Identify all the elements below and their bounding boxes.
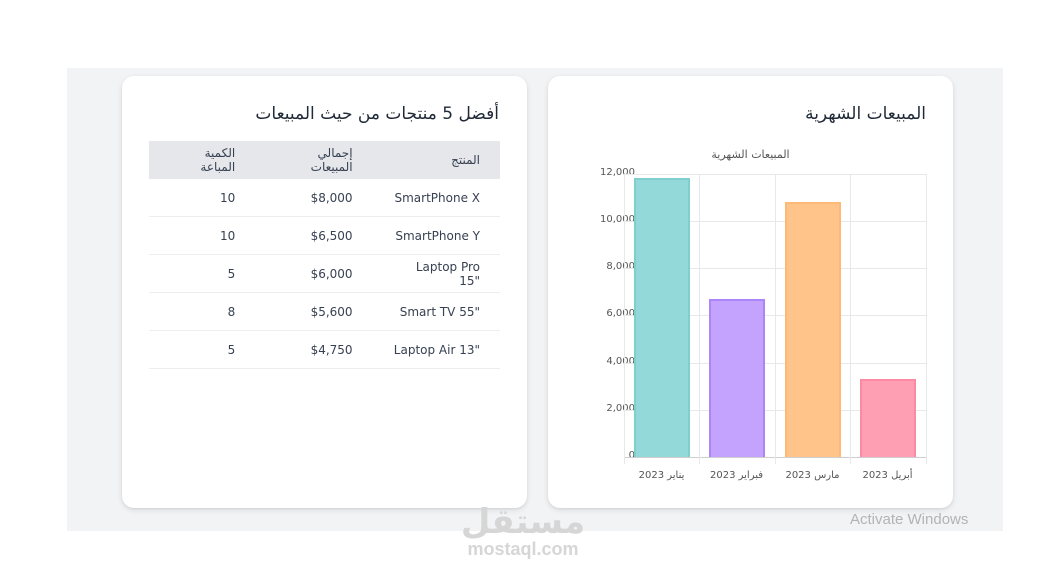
gridline <box>699 174 700 464</box>
y-tick: 0 <box>628 450 635 461</box>
bar-january[interactable] <box>633 177 690 457</box>
cell-total-sales: $8,000 <box>255 179 373 217</box>
table-header-row: المنتج إجمالي المبيعات الكمية المباعة <box>149 141 500 179</box>
y-tick: 4,000 <box>606 356 635 367</box>
y-tick: 6,000 <box>606 308 635 319</box>
table-row: SmartPhone Y $6,500 10 <box>149 216 500 255</box>
gridline <box>775 174 776 464</box>
cell-total-sales: $5,600 <box>255 292 373 331</box>
cell-quantity: 10 <box>149 216 256 255</box>
x-tick-label: فبراير 2023 <box>709 470 764 481</box>
gridline <box>926 174 927 464</box>
cell-product: Laptop Pro 15" <box>372 254 500 293</box>
x-tick-label: مارس 2023 <box>785 470 840 481</box>
monthly-sales-card: المبيعات الشهرية المبيعات الشهرية 12,000… <box>548 76 953 508</box>
y-tick: 10,000 <box>600 214 635 225</box>
cell-product: SmartPhone Y <box>372 216 500 255</box>
bar-april[interactable] <box>860 379 917 457</box>
column-header-product: المنتج <box>372 141 500 179</box>
cell-quantity: 8 <box>149 292 256 331</box>
mostaql-watermark: مستقل mostaql.com <box>458 505 588 559</box>
mostaql-logo-url: mostaql.com <box>467 539 579 559</box>
cell-total-sales: $6,500 <box>255 216 373 255</box>
top-products-table: المنتج إجمالي المبيعات الكمية المباعة Sm… <box>149 141 500 369</box>
y-tick: 2,000 <box>606 403 635 414</box>
bar-march[interactable] <box>784 202 841 457</box>
cell-product: Laptop Air 13" <box>372 330 500 369</box>
y-tick: 12,000 <box>600 167 635 178</box>
cell-total-sales: $4,750 <box>255 330 373 369</box>
column-header-quantity-sold: الكمية المباعة <box>149 141 256 179</box>
cell-quantity: 5 <box>149 330 256 369</box>
bars-container <box>624 174 926 457</box>
cell-product: SmartPhone X <box>372 179 500 217</box>
table-row: Smart TV 55" $5,600 8 <box>149 292 500 331</box>
table-row: Laptop Air 13" $4,750 5 <box>149 330 500 369</box>
cell-quantity: 5 <box>149 254 256 293</box>
cell-quantity: 10 <box>149 179 256 217</box>
activate-windows-watermark: Activate Windows <box>850 511 969 528</box>
gridline <box>850 174 851 464</box>
monthly-sales-title: المبيعات الشهرية <box>805 104 926 124</box>
x-tick-label: أبريل 2023 <box>862 470 913 481</box>
y-tick: 8,000 <box>606 261 635 272</box>
top-products-card: أفضل 5 منتجات من حيث المبيعات المنتج إجم… <box>122 76 527 508</box>
bar-february[interactable] <box>709 299 766 457</box>
cell-total-sales: $6,000 <box>255 254 373 293</box>
gridline <box>624 174 625 464</box>
mostaql-logo-arabic: مستقل <box>460 502 586 542</box>
bar-chart-plot: يناير 2023 فبراير 2023 مارس 2023 أبريل 2… <box>624 174 927 481</box>
x-tick-label: يناير 2023 <box>638 470 685 481</box>
table-row: Laptop Pro 15" $6,000 5 <box>149 254 500 293</box>
column-header-total-sales: إجمالي المبيعات <box>255 141 373 179</box>
cell-product: Smart TV 55" <box>372 292 500 331</box>
table-row: SmartPhone X $8,000 10 <box>149 179 500 217</box>
top-products-title: أفضل 5 منتجات من حيث المبيعات <box>255 104 499 124</box>
chart-title: المبيعات الشهرية <box>711 148 790 161</box>
